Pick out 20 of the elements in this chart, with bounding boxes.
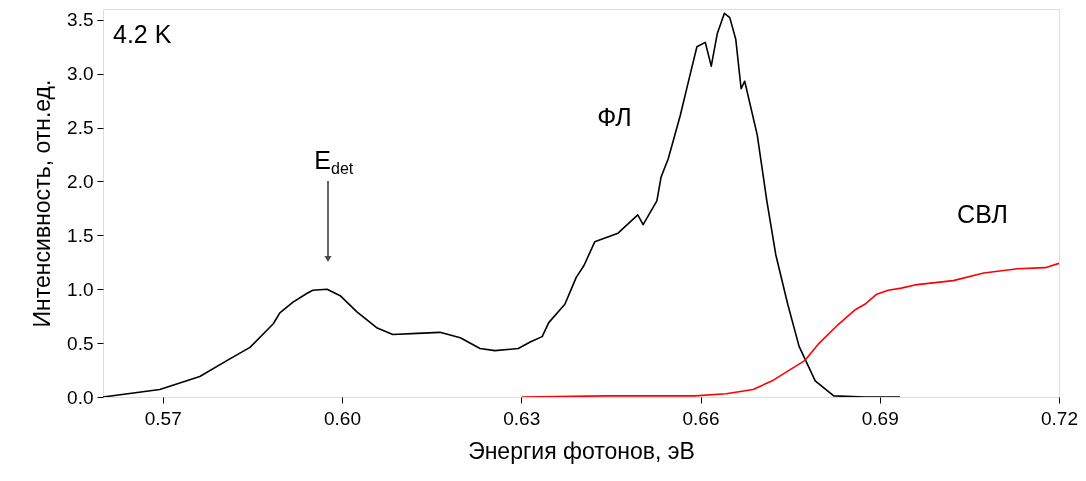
y-tick-label: 3.5 [67, 9, 94, 31]
y-tick-label: 0.0 [67, 386, 94, 408]
series-label: СВЛ [957, 199, 1008, 228]
y-tick-label: 3.0 [67, 63, 94, 85]
y-tick-label: 2.0 [67, 170, 94, 192]
series-label: ФЛ [597, 102, 632, 131]
annotation: 4.2 K [113, 20, 172, 48]
x-tick-label: 0.57 [144, 407, 182, 429]
y-tick-label: 1.0 [67, 278, 94, 300]
x-tick-label: 0.60 [324, 407, 361, 429]
x-tick-label: 0.69 [861, 407, 899, 429]
x-axis-title: Энергия фотонов, эВ [468, 437, 695, 464]
y-axis-title: Интенсивность, отн.ед. [29, 79, 56, 328]
y-tick-label: 1.5 [67, 224, 94, 246]
line-series [521, 262, 1059, 397]
y-tick-label: 2.5 [67, 117, 94, 139]
x-tick-label: 0.72 [1041, 407, 1078, 429]
x-tick-label: 0.66 [682, 407, 720, 429]
y-tick-label: 0.5 [67, 332, 94, 354]
x-tick-label: 0.63 [503, 407, 541, 429]
